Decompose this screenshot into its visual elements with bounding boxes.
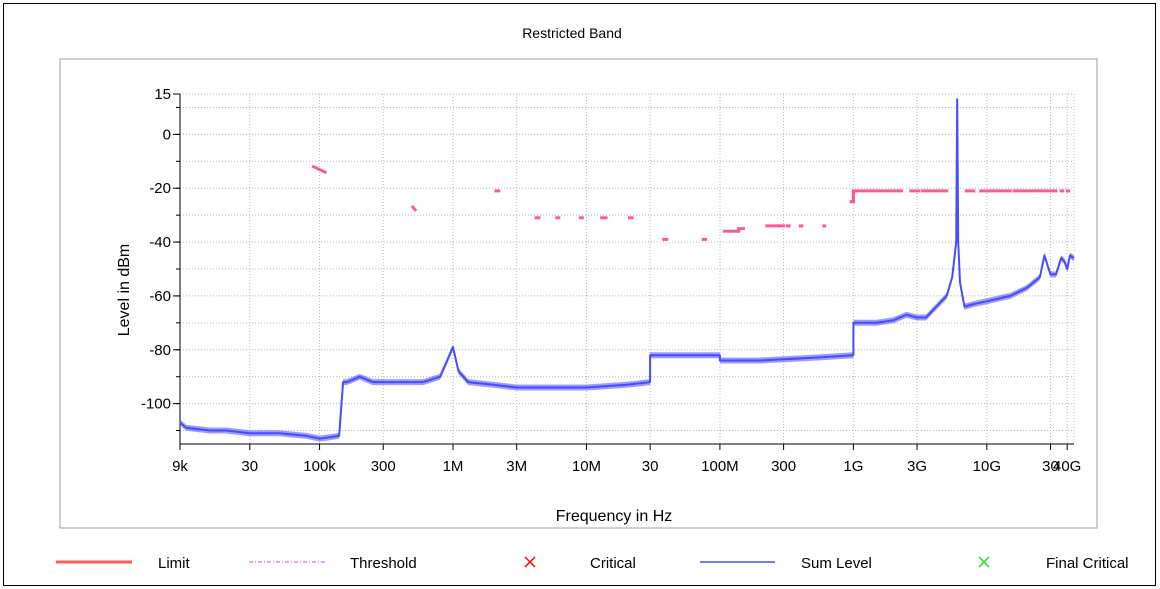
legend-label: Final Critical: [1046, 555, 1129, 572]
x-axis-label: Frequency in Hz: [556, 508, 673, 525]
limit-segment: [311, 164, 328, 175]
chart: Restricted Band Level in dBm Frequency i…: [56, 25, 1129, 572]
x-tick-label: 1G: [843, 458, 863, 475]
y-tick-label: 15: [154, 86, 171, 103]
grid: [179, 93, 1075, 444]
legend-label: Limit: [158, 555, 191, 572]
chart-frame: Restricted Band Level in dBm Frequency i…: [3, 3, 1156, 586]
legend: Limit Threshold Critical Sum Level Final Cri…: [56, 555, 1129, 572]
y-tick-label: 0: [163, 126, 171, 143]
y-axis-label: Level in dBm: [116, 244, 133, 337]
x-tick-label: 300: [371, 458, 396, 475]
x-tick-label: 3M: [506, 458, 527, 475]
x-tick-label: 9k: [172, 458, 188, 475]
legend-label: Critical: [590, 555, 636, 572]
x-tick-label: 10G: [973, 458, 1001, 475]
legend-marker: [978, 556, 990, 568]
axes: 9k 30 100k 300 1M 3M 10M 30 100M 300 1G 3G 10G 3040G1…: [141, 86, 1081, 475]
y-tick-label: -80: [149, 342, 171, 359]
x-tick-label: 100M: [701, 458, 739, 475]
y-tick-label: -20: [149, 180, 171, 197]
x-tick-label: 30: [241, 458, 258, 475]
legend-label: Threshold: [350, 555, 417, 572]
chart-title: Restricted Band: [522, 25, 622, 41]
x-tick-label: 3G: [907, 458, 927, 475]
limit-segment: [410, 204, 418, 212]
y-tick-label: -40: [149, 234, 171, 251]
plot-panel-border: [59, 58, 1098, 529]
x-tick-label: 40G: [1053, 458, 1081, 475]
x-tick-label: 300: [771, 458, 796, 475]
x-tick-label: 30: [642, 458, 659, 475]
x-tick-label: 1M: [443, 458, 464, 475]
series-layer: [179, 96, 1075, 442]
x-tick-label: 10M: [572, 458, 601, 475]
sum-level-band: [180, 96, 1074, 442]
y-tick-label: -100: [141, 396, 171, 413]
x-tick-label: 30: [1042, 458, 1059, 475]
x-tick-label: 100k: [303, 458, 336, 475]
legend-marker: [524, 556, 536, 568]
legend-label: Sum Level: [801, 555, 872, 572]
y-tick-label: -60: [149, 288, 171, 305]
